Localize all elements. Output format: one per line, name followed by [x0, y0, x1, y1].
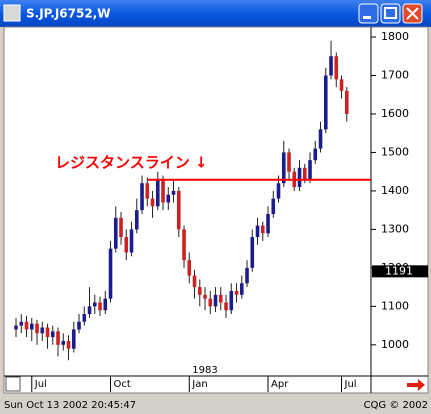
annotation: レジスタンスライン ↓	[55, 154, 208, 172]
candle-body	[56, 331, 60, 345]
candle-body	[260, 225, 265, 234]
candle-body	[281, 152, 286, 184]
x-tick-label: Jul	[34, 379, 47, 390]
plot-frame	[3, 26, 429, 394]
candle-body	[113, 217, 118, 249]
candle-body	[166, 194, 171, 203]
candle-body	[171, 190, 176, 195]
x-tick-label: Apr	[271, 379, 289, 390]
x-tick-label: Jul	[344, 379, 357, 390]
candle-body	[297, 167, 302, 188]
scroll-box[interactable]	[5, 376, 21, 392]
candle-body	[213, 294, 218, 307]
candle-body	[224, 302, 228, 311]
candle-body	[344, 90, 349, 114]
candle-body	[98, 302, 102, 311]
candle-body	[276, 183, 281, 199]
candle-body	[271, 198, 276, 215]
candle-body	[318, 129, 323, 149]
y-tick-label: 1700	[381, 68, 409, 81]
y-tick-label: 1000	[381, 338, 409, 351]
minimize-button[interactable]	[358, 3, 379, 24]
candle-body	[129, 229, 134, 253]
status-left: Sun Oct 13 2002 20:45:47	[4, 400, 136, 411]
candle-body	[287, 152, 291, 172]
candle-body	[203, 294, 207, 299]
y-tick-label: 1100	[381, 299, 409, 312]
candle-body	[155, 179, 160, 207]
candle-body	[192, 275, 197, 288]
candle-body	[61, 340, 66, 345]
y-tick-label: 1600	[381, 107, 409, 120]
status-right: CQG © 2002	[364, 400, 428, 411]
candle-body	[313, 148, 318, 161]
candle-body	[124, 237, 129, 253]
candle-body	[71, 329, 76, 349]
candle-body	[119, 217, 123, 238]
candle-body	[66, 340, 71, 349]
candle-body	[176, 190, 181, 230]
candle-body	[250, 237, 255, 268]
candle-body	[229, 290, 234, 311]
candle-body	[334, 56, 339, 80]
candle-body	[245, 267, 249, 284]
candle-body	[182, 229, 186, 261]
candle-body	[208, 298, 213, 307]
candle-body	[323, 75, 328, 130]
candle-body	[339, 79, 344, 91]
x-tick-label: Jan	[191, 379, 207, 390]
candle-body	[308, 160, 312, 180]
candle-body	[103, 298, 108, 311]
maximize-button[interactable]	[380, 3, 401, 24]
y-tick-label: 1300	[381, 222, 409, 235]
candle-body	[14, 325, 18, 330]
x-tick-label: Oct	[114, 379, 131, 390]
candle-body	[19, 321, 24, 326]
candle-body	[24, 321, 29, 330]
candle-body	[140, 183, 144, 211]
candle-body	[134, 210, 139, 230]
candle-body	[82, 314, 87, 322]
candle-body	[187, 260, 192, 276]
app-icon	[3, 4, 21, 22]
y-tick-label: 1500	[381, 145, 409, 158]
last-price-box	[372, 265, 428, 278]
y-tick-label: 1400	[381, 184, 409, 197]
y-tick-label: 1800	[381, 30, 409, 43]
candle-body	[145, 183, 150, 199]
close-button[interactable]	[402, 3, 423, 24]
candle-body	[234, 290, 239, 295]
candle-body	[329, 56, 333, 76]
scroll-arrow[interactable]	[407, 379, 425, 391]
candle-body	[40, 327, 45, 334]
candle-body	[239, 283, 244, 295]
candle-body	[87, 306, 92, 315]
last-price-label: 1191	[385, 264, 413, 277]
candle-body	[77, 321, 81, 330]
candle-body	[197, 287, 202, 295]
candle-body	[92, 302, 97, 307]
candle-body	[302, 167, 307, 180]
candle-body	[218, 294, 223, 303]
candle-body	[29, 323, 34, 330]
candle-body	[255, 225, 260, 238]
candle-body	[161, 179, 165, 203]
candle-body	[150, 198, 155, 207]
candle-body	[45, 327, 50, 338]
window-title: S.JP.J6752,W	[26, 7, 110, 21]
candle-body	[50, 331, 55, 338]
candle-body	[266, 214, 270, 234]
year-label: 1983	[192, 365, 217, 376]
candle-body	[35, 323, 39, 334]
candle-body	[108, 248, 113, 299]
